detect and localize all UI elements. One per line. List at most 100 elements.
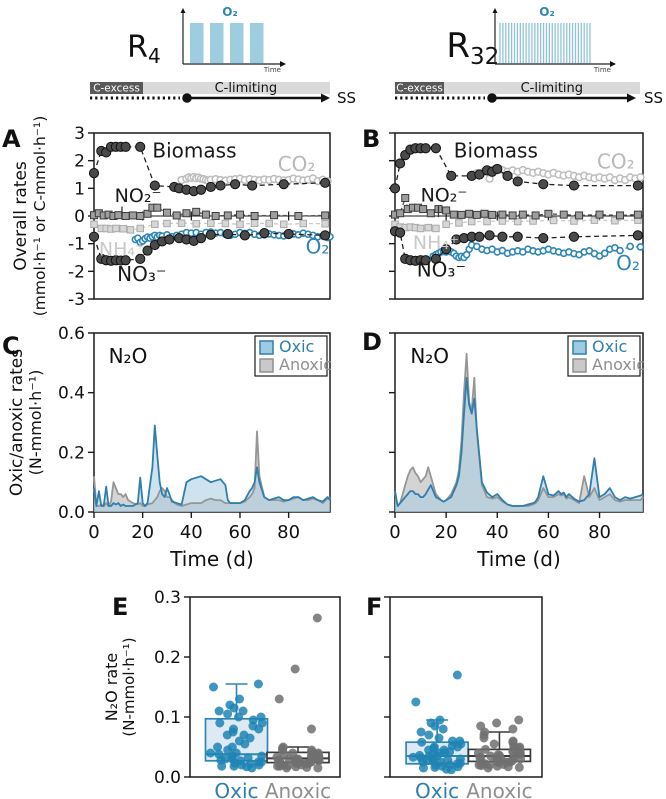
c-excess-box xyxy=(395,82,444,94)
y-tick-label: 0.2 xyxy=(58,443,85,463)
data-point xyxy=(213,742,223,752)
legend-swatch-oxic xyxy=(572,340,587,355)
marker-circle xyxy=(88,168,100,179)
data-point xyxy=(312,613,322,623)
data-point xyxy=(453,742,463,752)
data-point xyxy=(435,715,445,725)
timeline-bar xyxy=(395,82,640,94)
marker-circle xyxy=(395,158,406,169)
series-markers-NO3- xyxy=(88,228,331,266)
marker-square xyxy=(250,219,259,227)
marker-circle xyxy=(568,180,580,191)
marker-circle xyxy=(149,180,160,191)
legend-swatch-anoxic xyxy=(259,358,274,373)
data-point xyxy=(234,712,244,722)
group-label-anoxic: Anoxic xyxy=(265,779,331,799)
marker-circle xyxy=(142,245,153,256)
data-point xyxy=(214,706,224,716)
marker-square xyxy=(192,219,200,228)
group-label-anoxic: Anoxic xyxy=(466,779,532,799)
panel-B: Biomass CO₂ NO₂⁻ NH₄⁺ NO₃⁻ O₂ B xyxy=(362,125,645,300)
x-tick-label: 60 xyxy=(537,522,560,543)
marker-square xyxy=(177,219,186,227)
marker-square xyxy=(508,211,517,220)
marker-square xyxy=(472,210,481,219)
marker-square xyxy=(136,212,145,220)
marker-square xyxy=(172,211,181,220)
marker-square xyxy=(236,220,244,229)
data-point xyxy=(306,724,316,734)
series-annotation: CO₂ xyxy=(278,152,316,176)
c-excess-box xyxy=(90,82,143,94)
marker-circle xyxy=(632,180,643,191)
legend-label-oxic: Oxic xyxy=(592,337,627,356)
x-tick-label: 20 xyxy=(131,522,154,543)
data-point xyxy=(483,763,493,773)
marker-square xyxy=(136,224,144,233)
marker-square xyxy=(235,210,244,219)
series-annotation: NH₄⁺ xyxy=(413,232,459,254)
marker-square xyxy=(611,216,619,225)
data-point xyxy=(274,694,284,704)
time-axis-label: Time xyxy=(593,66,611,74)
marker-circle xyxy=(420,255,431,266)
data-point xyxy=(417,737,427,747)
reactor-label: R xyxy=(446,26,470,66)
marker-square xyxy=(544,209,553,218)
o2-pulse-bar xyxy=(210,23,224,64)
y-tick-label: -2 xyxy=(68,262,85,282)
y-tick-label: 0.0 xyxy=(154,768,181,788)
y-axis-label: Oxic/anoxic rates xyxy=(7,349,27,496)
marker-circle xyxy=(205,181,216,193)
data-point xyxy=(254,724,264,734)
marker-square xyxy=(483,217,491,226)
marker-square xyxy=(531,211,540,220)
marker-circle xyxy=(120,255,131,266)
data-point xyxy=(452,670,462,680)
marker-square xyxy=(549,216,558,225)
marker-circle xyxy=(474,169,485,180)
y-axis-label: (N-mmol·h⁻¹) xyxy=(26,370,45,476)
data-point xyxy=(247,763,257,773)
marker-square xyxy=(112,224,120,233)
marker-circle xyxy=(502,170,513,181)
marker-square xyxy=(432,224,440,233)
marker-square xyxy=(192,207,201,216)
marker-square xyxy=(321,219,329,228)
data-point xyxy=(408,752,418,762)
series-annotation: NO₂⁻ xyxy=(115,185,162,207)
marker-square xyxy=(294,212,303,220)
legend-swatch-oxic xyxy=(259,340,274,355)
panel-letter-F: F xyxy=(366,593,382,621)
data-point xyxy=(240,739,250,749)
panel-annotation: N₂O xyxy=(410,344,449,368)
marker-square xyxy=(151,220,159,229)
marker-square xyxy=(223,211,232,220)
data-point xyxy=(430,721,440,731)
points-anoxic xyxy=(272,613,324,773)
marker-open-circle xyxy=(636,173,645,182)
marker-circle xyxy=(441,244,452,255)
marker-square xyxy=(457,210,466,219)
series-line-Anoxic xyxy=(394,353,644,507)
pulse-x-arrow-icon xyxy=(280,61,286,67)
marker-circle xyxy=(215,180,226,191)
data-point xyxy=(416,727,426,737)
y-tick-label: 0.4 xyxy=(58,384,85,404)
marker-square xyxy=(128,211,137,220)
marker-circle xyxy=(492,163,503,175)
data-point xyxy=(206,748,216,758)
data-point xyxy=(516,754,526,764)
data-point xyxy=(440,748,450,758)
data-point xyxy=(314,756,324,766)
data-point xyxy=(235,694,245,704)
o2-label: O₂ xyxy=(222,5,237,19)
series-markers-Biomass xyxy=(389,143,643,194)
series-annotation: Biomass xyxy=(152,138,236,162)
reactor-label: R xyxy=(127,30,148,65)
data-point xyxy=(489,739,499,749)
marker-circle xyxy=(395,227,406,238)
